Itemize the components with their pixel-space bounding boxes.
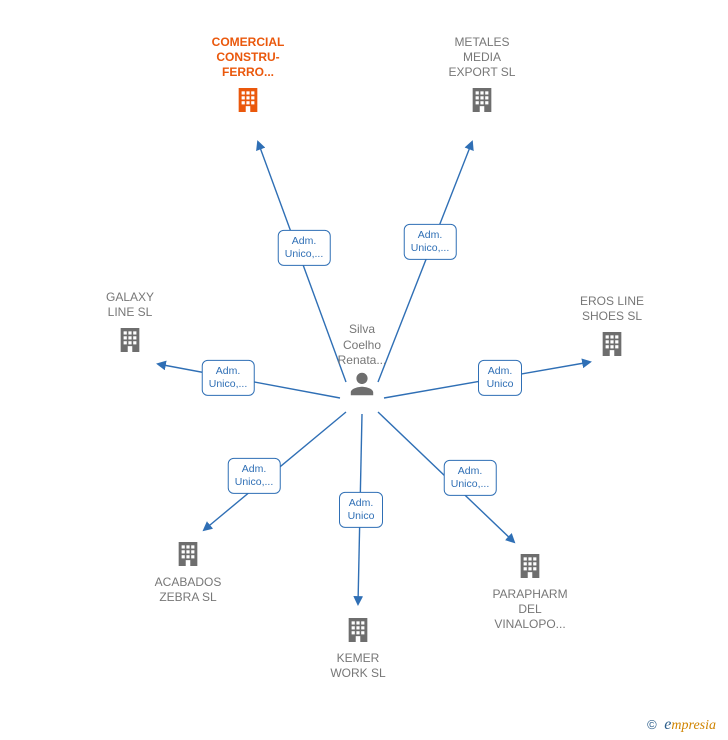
- edge-label: Adm. Unico: [339, 492, 383, 528]
- edge-label: Adm. Unico,...: [444, 460, 497, 496]
- company-node-metales: METALES MEDIA EXPORT SL: [432, 35, 532, 121]
- company-label: GALAXY LINE SL: [80, 290, 180, 320]
- center-person-node: Silva Coelho Renata...: [317, 322, 407, 404]
- company-label: PARAPHARM DEL VINALOPO...: [480, 587, 580, 632]
- company-label: ACABADOS ZEBRA SL: [138, 575, 238, 605]
- building-icon: [342, 614, 374, 651]
- edge-label: Adm. Unico,...: [228, 458, 281, 494]
- building-icon: [466, 84, 498, 121]
- building-icon: [172, 538, 204, 575]
- edge-label: Adm. Unico: [478, 360, 522, 396]
- company-label: COMERCIAL CONSTRU- FERRO...: [198, 35, 298, 80]
- edge-label: Adm. Unico,...: [278, 230, 331, 266]
- edge-label: Adm. Unico,...: [202, 360, 255, 396]
- building-icon: [514, 550, 546, 587]
- company-node-kemer: KEMER WORK SL: [308, 610, 408, 681]
- building-icon: [114, 324, 146, 361]
- copyright-symbol: ©: [647, 717, 657, 732]
- footer-credit: © empresia: [647, 716, 716, 734]
- company-label: EROS LINE SHOES SL: [562, 294, 662, 324]
- brand-name: empresia: [664, 718, 716, 733]
- edge-label: Adm. Unico,...: [404, 224, 457, 260]
- center-label: Silva Coelho Renata...: [317, 322, 407, 369]
- company-label: METALES MEDIA EXPORT SL: [432, 35, 532, 80]
- company-node-acabados: ACABADOS ZEBRA SL: [138, 534, 238, 605]
- person-icon: [348, 386, 376, 403]
- diagram-stage: COMERCIAL CONSTRU- FERRO... METALES MEDI…: [0, 0, 728, 740]
- building-icon: [232, 84, 264, 121]
- company-node-galaxy: GALAXY LINE SL: [80, 290, 180, 361]
- company-node-comercial: COMERCIAL CONSTRU- FERRO...: [198, 35, 298, 121]
- company-node-eros: EROS LINE SHOES SL: [562, 294, 662, 365]
- company-label: KEMER WORK SL: [308, 651, 408, 681]
- company-node-parapharm: PARAPHARM DEL VINALOPO...: [480, 546, 580, 632]
- building-icon: [596, 328, 628, 365]
